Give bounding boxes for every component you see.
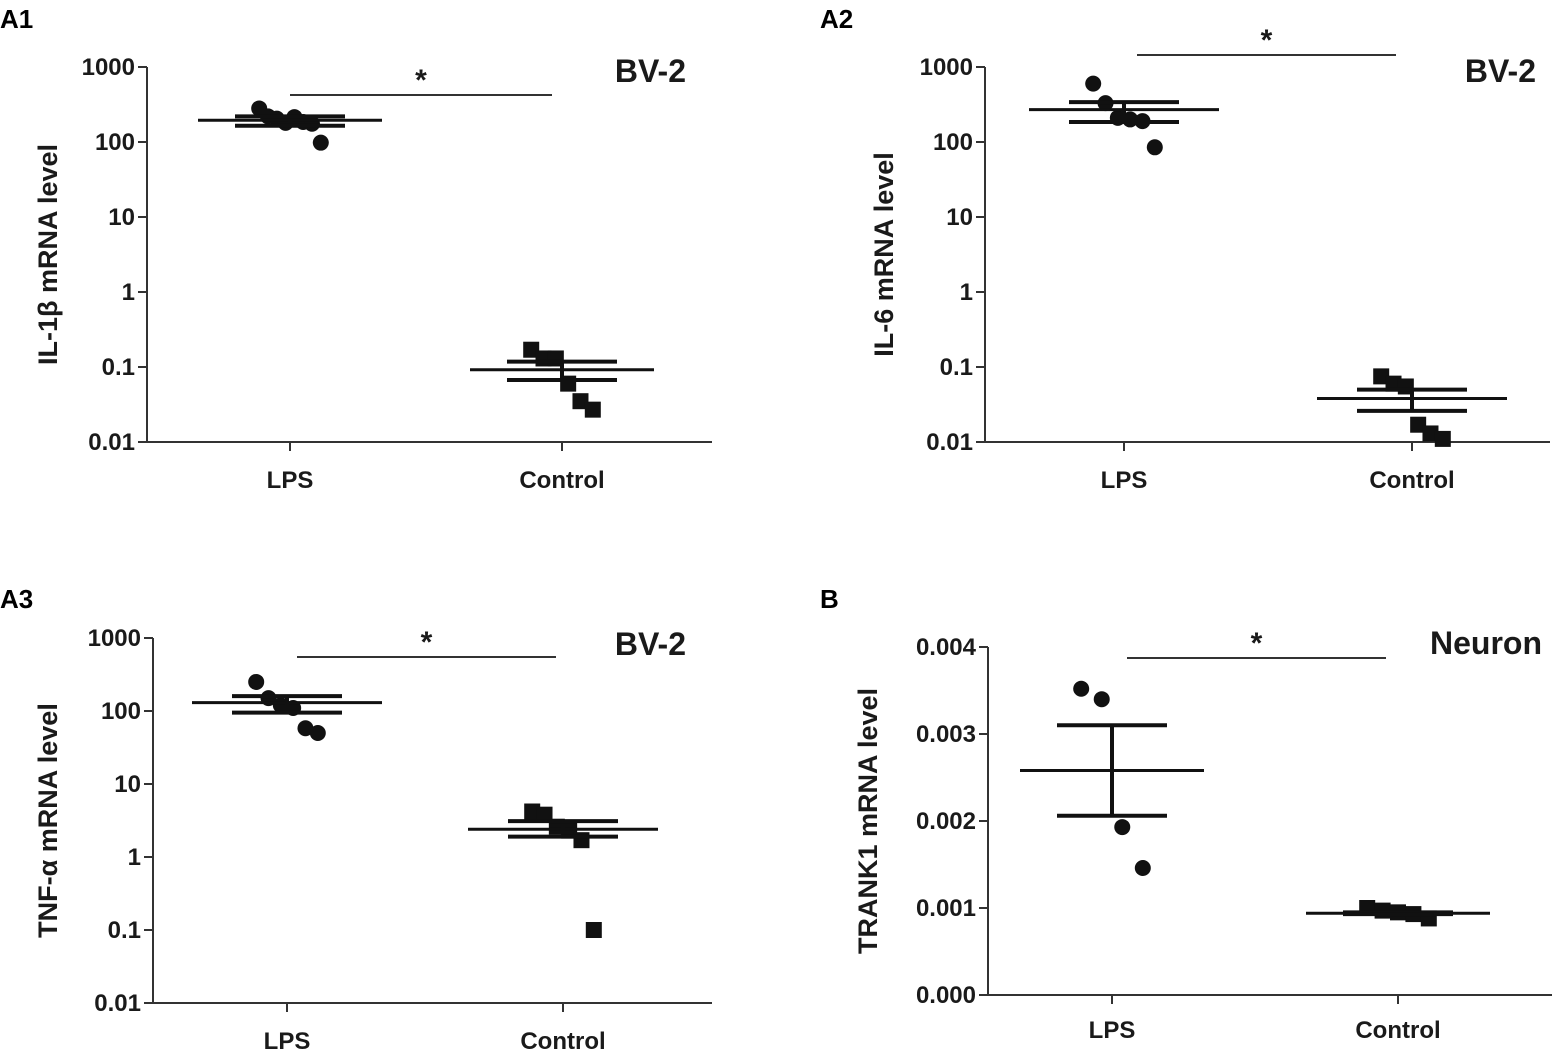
y-tick-label: 1000 [920,54,973,81]
data-point-square [585,922,602,938]
y-tick-label: 0.01 [926,429,973,456]
data-point-circle [312,134,329,151]
data-point-square [572,393,589,410]
y-tick-label: 0.1 [108,917,141,944]
x-category-label: LPS [1089,1017,1136,1044]
data-point-circle [248,673,265,690]
x-category-label: Control [1355,1017,1440,1044]
y-tick-label: 1000 [88,625,141,652]
significance-marker: * [415,64,427,97]
y-tick-label: 10 [114,771,141,798]
data-point-square [1434,430,1451,447]
data-point-square [584,401,601,418]
panel-label: A3 [0,584,33,614]
y-tick-label: 0.001 [916,895,976,922]
cell-type-label: BV-2 [1465,53,1536,89]
y-tick-label: 1 [960,279,973,306]
x-category-label: LPS [267,467,314,494]
x-category-label: Control [520,1028,605,1055]
y-tick-label: 10 [946,204,973,231]
panel-label: A2 [820,4,853,34]
significance-marker: * [1261,24,1273,57]
y-tick-label: 0.000 [916,982,976,1009]
data-point-square [524,803,541,820]
panel-label: B [820,584,839,614]
x-category-label: LPS [264,1028,311,1055]
y-tick-label: 100 [95,129,135,156]
data-point-square [1422,425,1439,442]
y-tick-label: 1000 [82,54,135,81]
y-tick-label: 1 [122,279,135,306]
y-tick-label: 0.01 [94,990,141,1017]
cell-type-label: BV-2 [615,626,686,662]
data-point-circle [309,724,326,741]
data-point-square [536,806,553,823]
x-category-label: Control [519,467,604,494]
y-tick-label: 0.004 [916,634,977,661]
y-tick-label: 100 [933,129,973,156]
y-tick-label: 10 [108,204,135,231]
x-category-label: Control [1369,467,1454,494]
panel-label: A1 [0,4,33,34]
y-tick-label: 0.003 [916,721,976,748]
y-axis-label: TNF-α mRNA level [33,703,63,938]
cell-type-label: BV-2 [615,53,686,89]
data-point-circle [1134,859,1151,876]
significance-marker: * [1251,627,1263,660]
data-point-square [573,832,590,849]
data-point-square [1410,416,1427,433]
x-category-label: LPS [1101,467,1148,494]
data-point-circle [1093,691,1110,708]
y-tick-label: 0.01 [88,429,135,456]
data-point-circle [1114,819,1131,836]
data-point-circle [297,720,314,737]
y-tick-label: 1 [128,844,141,871]
y-axis-label: IL-1β mRNA level [33,144,63,365]
cell-type-label: Neuron [1430,625,1542,661]
data-point-square [1373,368,1390,385]
y-axis-label: IL-6 mRNA level [869,152,899,357]
y-axis-label: TRANK1 mRNA level [853,688,883,954]
significance-marker: * [421,626,433,659]
y-tick-label: 0.1 [102,354,135,381]
y-tick-label: 100 [101,698,141,725]
y-tick-label: 0.002 [916,808,976,835]
data-point-circle [1085,75,1102,92]
data-point-circle [1073,680,1090,697]
data-point-circle [1146,139,1163,156]
y-tick-label: 0.1 [940,354,973,381]
data-point-square [523,341,540,358]
